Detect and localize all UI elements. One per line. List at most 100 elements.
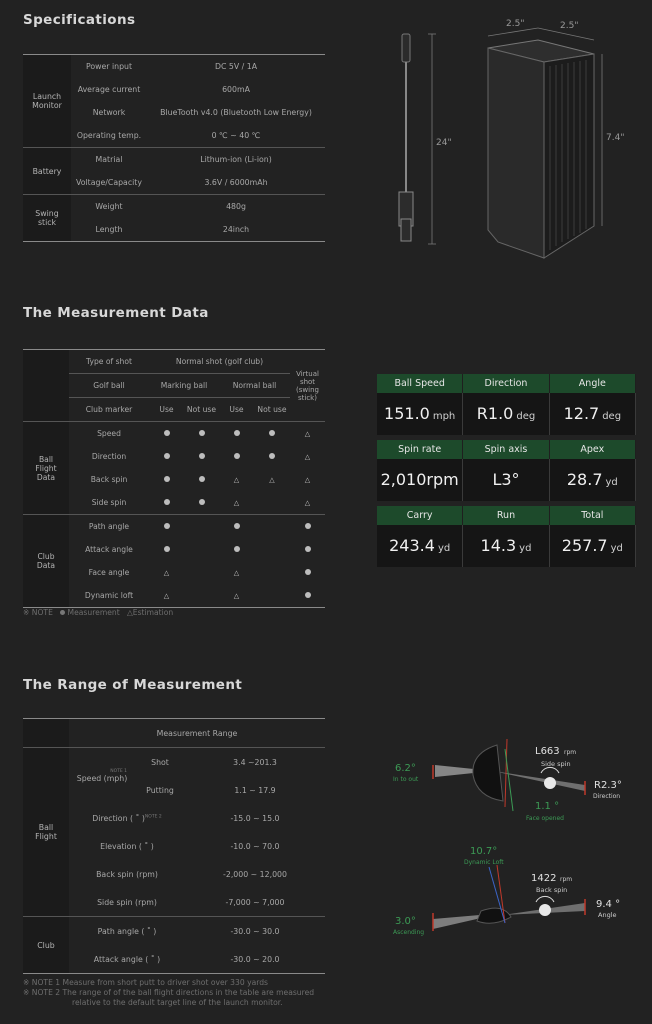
spec-value: 24inch (222, 225, 250, 234)
mark-cell (219, 421, 254, 445)
spec-label: Voltage/Capacity (76, 178, 142, 187)
metric-value: 14.3 (480, 536, 517, 555)
range-note-3: relative to the default target line of t… (72, 998, 283, 1007)
mark-cell: △ (149, 561, 184, 584)
range-header: Measurement Range (156, 728, 238, 738)
metric-label: Spin rate (377, 440, 464, 459)
range-label: Side spin (rpm) (97, 897, 157, 907)
metric-unit: yd (610, 543, 623, 554)
mark-cell: △ (254, 468, 290, 491)
mark-cell (290, 538, 325, 561)
mark-cell (254, 561, 290, 584)
use-header: Use (219, 397, 254, 422)
mark-cell (184, 514, 219, 538)
metric-value-cell: 257.7 yd (549, 525, 636, 567)
loft-value: 10.7° (470, 846, 497, 857)
mark-cell: △ (290, 445, 325, 468)
loft-sub: Dynamic Loft (464, 859, 504, 866)
metric-value: 151.0 (384, 404, 430, 423)
face-value: 1.1 ° (535, 801, 559, 812)
mark-cell: △ (290, 468, 325, 491)
metric-unit: yd (437, 543, 451, 554)
mark-cell: △ (219, 468, 254, 491)
metric-unit: yd (605, 477, 618, 488)
sidespin-unit: rpm (564, 749, 576, 756)
corner-cell (23, 349, 69, 422)
metric-unit: yd (519, 543, 532, 554)
range-value: -30.0 ~ 30.0 (185, 916, 325, 945)
estimation-triangle-icon: △ (304, 476, 311, 484)
mark-cell (184, 421, 219, 445)
mark-cell: △ (149, 584, 184, 608)
group-label: Ball Flight Data (23, 421, 69, 515)
metric-unit: deg (602, 411, 622, 422)
attack-value: 3.0° (395, 916, 416, 927)
mark-cell: △ (219, 561, 254, 584)
spec-label: Matrial (71, 147, 147, 171)
mark-cell: △ (219, 491, 254, 515)
dim-width-b: 2.5" (560, 21, 578, 31)
spec-value: 600mA (222, 85, 250, 94)
spec-label: Average current (77, 85, 141, 94)
spec-label: Network (92, 108, 126, 117)
metric-value-cell: L3° (463, 459, 550, 501)
metric-value-cell: 28.7 yd (549, 459, 636, 501)
estimation-triangle-icon: △ (233, 499, 240, 507)
dim-width-a: 2.5" (506, 19, 524, 29)
backspin-sub: Back spin (536, 886, 567, 894)
top-view-diagram: 6.2° In to out L663 rpm Side spin R2.3° … (393, 738, 622, 822)
not-use-header: Not use (254, 397, 290, 422)
metric-label: Direction (463, 374, 550, 393)
sidespin-sub: Side spin (541, 760, 571, 768)
club-marker-label: Club marker (69, 397, 149, 422)
measurement-dot-icon (269, 430, 275, 436)
spec-value: DC 5V / 1A (214, 62, 258, 71)
side-view-diagram: 10.7° Dynamic Loft 1422 rpm Back spin 3.… (393, 846, 620, 936)
golf-ball-label: Golf ball (69, 373, 149, 398)
metric-value: 2,010rpm (380, 470, 459, 489)
range-table: Measurement Range Ball Flight NOTE 1 Spe… (23, 718, 325, 974)
metric-unit: deg (516, 411, 536, 422)
metric-value: L3° (492, 470, 520, 489)
estimation-triangle-icon: △ (304, 453, 311, 461)
group-club: Club (23, 916, 69, 974)
mark-cell (254, 584, 290, 608)
metric-value-cell: 243.4 yd (377, 525, 464, 567)
measurement-dot-icon (269, 453, 275, 459)
note1-marker: NOTE 1 (110, 769, 127, 774)
legend-row: ※ NOTE Measurement △Estimation (23, 608, 173, 617)
range-value: 1.1 ~ 17.9 (234, 785, 276, 795)
type-of-shot-label: Type of shot (86, 357, 132, 366)
mark-cell (149, 421, 184, 445)
estimation-triangle-icon: △ (304, 499, 311, 507)
estimation-triangle-icon: △ (126, 608, 133, 617)
estimation-triangle-icon: △ (233, 592, 240, 600)
metric-label: Angle (549, 374, 636, 393)
measurement-dot-icon (304, 569, 311, 575)
range-value: -7,000 ~ 7,000 (225, 897, 285, 907)
swing-stick-drawing: 24" (398, 33, 452, 245)
result-panel: Ball Speed Direction Angle 151.0 mph R1.0 deg 1… (377, 374, 636, 567)
mark-cell (184, 538, 219, 561)
mark-cell (254, 514, 290, 538)
mark-cell (219, 514, 254, 538)
metric-value: 257.7 (561, 536, 608, 555)
estimation-triangle-icon: △ (233, 476, 240, 484)
metric-value-cell: 2,010rpm (377, 459, 464, 501)
range-label: Path angle ( ˚ ) (69, 916, 185, 945)
range-value: -15.0 ~ 15.0 (230, 813, 280, 823)
mark-cell (149, 514, 184, 538)
group-launch-monitor: Launch Monitor (23, 54, 71, 148)
range-label: Back spin (rpm) (96, 869, 158, 879)
range-title: The Range of Measurement (23, 677, 243, 693)
mark-cell (184, 445, 219, 468)
spec-label: Length (95, 225, 123, 234)
sidespin-value: L663 (535, 746, 560, 757)
measurement-dot-icon (163, 430, 170, 436)
mark-cell (290, 514, 325, 538)
group-battery: Battery (23, 147, 71, 195)
metric-label: Total (549, 506, 636, 525)
mark-cell (149, 491, 184, 515)
spec-value: BlueTooth v4.0 (Bluetooth Low Energy) (160, 108, 312, 117)
data-row-label: Dynamic loft (84, 591, 134, 600)
